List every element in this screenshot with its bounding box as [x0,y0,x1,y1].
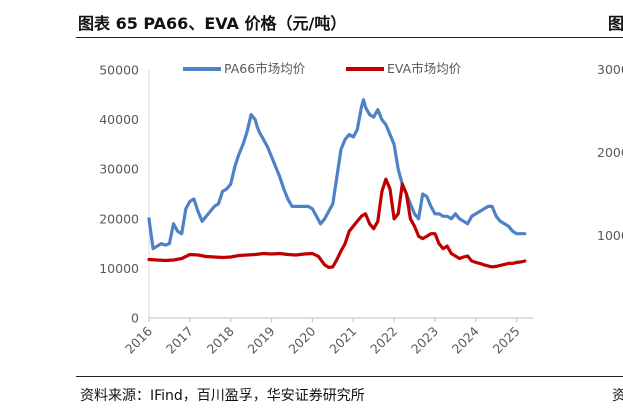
y-tick-label: 50000 [99,63,139,78]
legend: PA66市场均价 EVA市场均价 [183,61,462,76]
y-tick-labels: 0 10000 20000 30000 40000 50000 [99,63,139,326]
series-lines [147,98,527,269]
x-tick-label: 2016 [122,323,155,356]
y-tick-label: 20000 [99,211,139,226]
x-tick-labels: 2016 2017 2018 2019 2020 2021 2022 2023 2024 2025 [122,318,523,357]
legend-label-pa66: PA66市场均价 [224,61,306,76]
x-tick-label: 2024 [449,323,482,356]
y-tick-label: 10000 [99,261,139,276]
secondary-y-tick: 2000 [597,145,623,160]
source-rule [76,376,623,377]
source-note: 资料来源：IFind，百川盈孚，华安证券研究所 [80,388,365,404]
secondary-y-tick: 3000 [597,62,623,77]
secondary-y-tick: 1000 [597,228,623,243]
title-rule [76,37,623,38]
x-tick-label: 2023 [408,324,441,357]
source-note-clipped: 资 [612,388,623,404]
y-tick-label: 40000 [99,112,139,127]
y-tick-label: 0 [131,311,139,326]
x-tick-label: 2021 [326,324,359,357]
secondary-chart-clipped: 3000 2000 1000 [597,62,623,243]
series-line-pa66 [147,98,527,251]
legend-label-eva: EVA市场均价 [387,61,462,76]
x-tick-label: 2022 [367,324,400,357]
x-tick-label: 2020 [285,323,318,356]
x-tick-label: 2017 [163,324,196,357]
figure-title-clipped: 图 [608,14,623,33]
series-line-eva [147,177,527,269]
x-tick-label: 2025 [490,324,523,357]
figure-title: 图表 65 PA66、EVA 价格（元/吨） [78,14,347,33]
y-tick-label: 30000 [99,162,139,177]
x-tick-label: 2019 [245,323,278,356]
x-tick-label: 2018 [204,323,237,356]
